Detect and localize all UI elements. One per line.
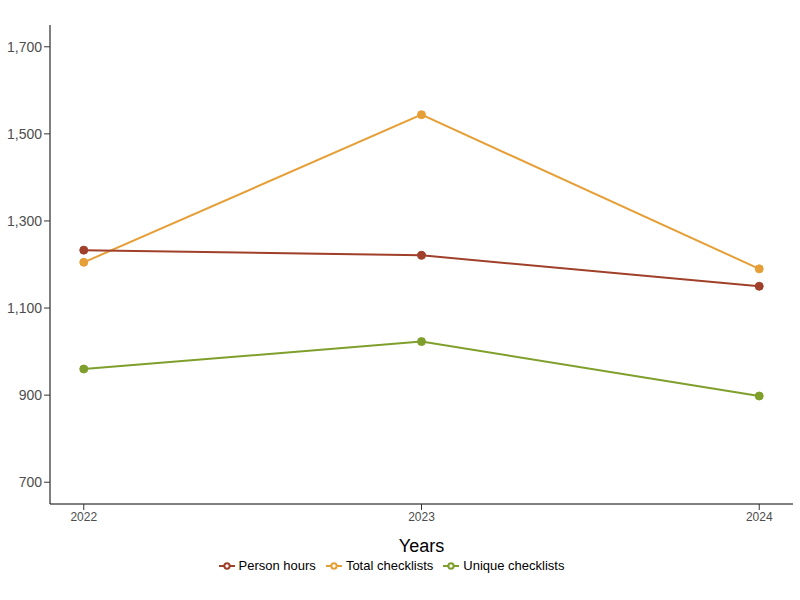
html-text:Person hours: Person hours [238, 558, 316, 573]
svg-text:2022: 2022 [70, 510, 97, 524]
html-text:Unique checklists: Unique checklists [463, 558, 565, 573]
svg-text:1,700: 1,700 [8, 39, 42, 55]
svg-text:900: 900 [19, 387, 43, 403]
html-text:Total checklists: Total checklists [345, 558, 434, 573]
svg-text:2024: 2024 [746, 510, 773, 524]
svg-text:700: 700 [19, 474, 43, 490]
svg-text:Years: Years [399, 536, 444, 556]
svg-text:1,500: 1,500 [8, 126, 42, 142]
svg-text:2023: 2023 [408, 510, 435, 524]
svg-text:1,100: 1,100 [8, 300, 42, 316]
svg-text:1,300: 1,300 [8, 213, 42, 229]
